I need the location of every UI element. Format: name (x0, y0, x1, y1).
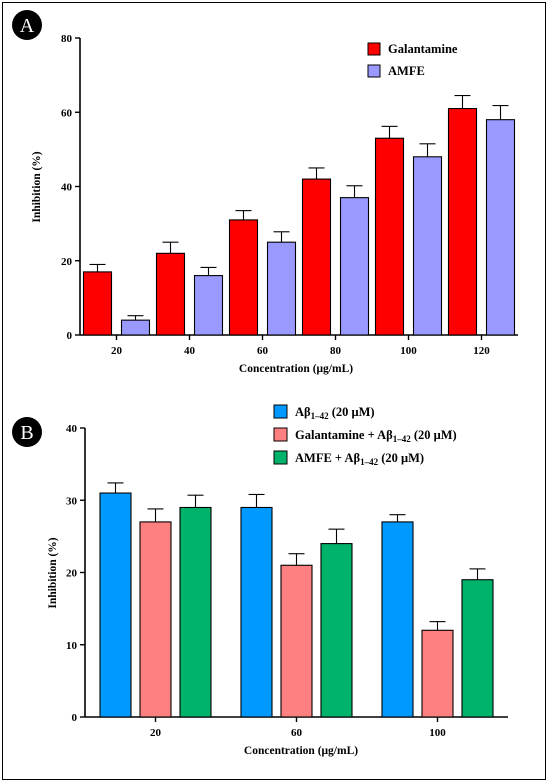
chart-b-legend-label: Aβ1–42 (20 μM) (295, 405, 375, 421)
panel-a-xlabel: Concentration (μg/mL) (239, 363, 353, 375)
panel-b-axes: 0 10 20 30 40 20 60 100 Aβ1–42 (20 μM) Galantamin… (66, 404, 508, 739)
chart-b-y-tick-label: 10 (66, 640, 78, 652)
chart-a-bar (301, 178, 332, 336)
chart-a-x-tick-label: 120 (473, 345, 490, 357)
chart-a-legend-swatch (367, 42, 381, 56)
chart-b-x-tick-label: 20 (150, 727, 162, 739)
chart-a-bar (228, 219, 259, 336)
panel-b-xlabel: Concentration (μg/mL) (244, 745, 358, 757)
panel-b-badge (12, 417, 42, 447)
chart-a-y-tick-label: 60 (61, 107, 73, 119)
chart-b-bar (99, 492, 132, 718)
chart-a-y-tick-label: 80 (61, 33, 73, 45)
chart-b-legend-label: Galantamine + Aβ1–42 (20 μM) (295, 428, 457, 444)
chart-a-y-tick-label: 20 (61, 256, 73, 268)
chart-b-bar (461, 579, 494, 718)
chart-a-bar (412, 156, 443, 336)
panel-a-badge (12, 10, 42, 40)
chart-a-x-tick-label: 60 (257, 345, 269, 357)
chart-b-x-tick-label: 60 (291, 727, 303, 739)
chart-b-y-tick-label: 30 (66, 495, 78, 507)
chart-b-y-tick-label: 0 (72, 712, 78, 724)
chart-b-bar (280, 564, 313, 718)
panel-a-ylabel: Inhibition (%) (31, 151, 43, 222)
panel-a: A 0 20 40 60 80 20 40 60 80 100 120 Galantamine AMFE… (12, 10, 518, 375)
chart-a-legend-label: AMFE (388, 64, 425, 78)
chart-b-x-tick-label: 100 (429, 727, 446, 739)
panel-a-letter: A (20, 15, 35, 37)
chart-a-x-tick-label: 20 (111, 345, 123, 357)
chart-b-y-tick-label: 20 (66, 568, 78, 580)
chart-a-bar (193, 275, 224, 336)
chart-a-bar (266, 241, 297, 336)
chart-a-legend-label: Galantamine (388, 42, 458, 56)
chart-b-bar (421, 629, 454, 718)
chart-a-bar (155, 252, 186, 336)
chart-b-bar (179, 506, 212, 718)
panel-b: B 0 10 20 30 40 20 60 100 Aβ1–42 (20 μM) Galantam… (12, 404, 508, 757)
chart-a-x-tick-label: 80 (330, 345, 342, 357)
chart-b-bar (139, 521, 172, 718)
panel-b-letter: B (20, 422, 33, 444)
chart-a-y-tick-label: 0 (67, 330, 73, 342)
chart-a-x-tick-label: 40 (184, 345, 196, 357)
chart-b-bar (381, 521, 414, 718)
chart-b-bar (240, 506, 273, 718)
chart-b-legend-swatch (273, 427, 288, 442)
panel-a-axes: 0 20 40 60 80 20 40 60 80 100 120 Galantamine AMFE (61, 33, 518, 357)
chart-a-bar (120, 319, 151, 336)
chart-a-legend-swatch (367, 64, 381, 78)
chart-a-x-tick-label: 100 (400, 345, 417, 357)
chart-b-legend-swatch (273, 404, 288, 419)
chart-a-bar (447, 107, 478, 336)
chart-b-legend-label: AMFE + Aβ1–42 (20 μM) (295, 451, 424, 467)
chart-a-bar (374, 137, 405, 336)
chart-b-bar (320, 543, 353, 718)
chart-a-bar (339, 197, 370, 336)
panel-b-ylabel: Inhibition (%) (47, 537, 59, 608)
chart-a-y-tick-label: 40 (61, 182, 73, 194)
chart-a-bar (82, 271, 113, 336)
chart-b-legend-swatch (273, 450, 288, 465)
chart-a-bar (485, 119, 516, 336)
chart-b-y-tick-label: 40 (66, 423, 78, 435)
